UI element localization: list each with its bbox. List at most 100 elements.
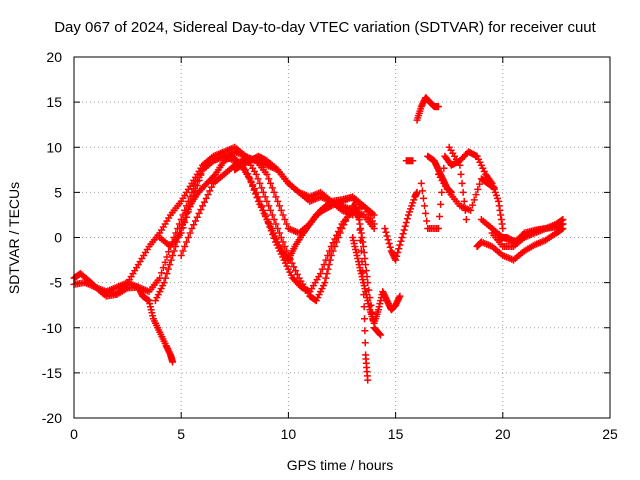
data-point xyxy=(166,261,174,269)
data-point xyxy=(397,237,405,245)
y-tick-label: 10 xyxy=(46,139,62,155)
data-point xyxy=(417,179,425,187)
data-point xyxy=(191,217,199,225)
data-point xyxy=(275,229,283,237)
data-point xyxy=(197,171,205,179)
data-point xyxy=(370,224,378,232)
x-tick-label: 25 xyxy=(602,426,618,442)
data-point xyxy=(277,234,285,241)
data-point xyxy=(472,191,480,199)
data-point xyxy=(252,190,260,198)
data-point xyxy=(267,227,275,235)
data-point xyxy=(384,236,392,244)
data-point xyxy=(461,206,469,214)
data-point xyxy=(161,258,169,266)
data-point xyxy=(186,203,194,211)
data-point xyxy=(437,200,445,208)
y-tick-label: -10 xyxy=(42,320,62,336)
data-point xyxy=(331,235,339,243)
y-tick-label: 15 xyxy=(46,94,62,110)
data-point xyxy=(398,234,406,241)
data-point xyxy=(396,292,404,300)
y-tick-label: 5 xyxy=(54,184,62,200)
data-point xyxy=(355,215,363,223)
data-point xyxy=(394,249,402,257)
data-point xyxy=(392,256,400,264)
data-point xyxy=(286,255,294,263)
data-point xyxy=(264,219,272,227)
data-point xyxy=(409,157,417,165)
data-point xyxy=(434,103,442,111)
data-point xyxy=(181,218,189,226)
data-point xyxy=(419,194,427,202)
y-tick-label: -5 xyxy=(50,275,63,291)
series-arc-15 xyxy=(445,143,470,223)
data-point xyxy=(329,239,337,247)
data-point xyxy=(252,170,260,178)
data-point xyxy=(193,182,201,190)
data-point xyxy=(190,192,198,200)
data-point xyxy=(247,179,255,187)
data-point xyxy=(190,221,198,229)
data-point xyxy=(266,223,274,231)
data-point xyxy=(263,170,271,178)
data-point xyxy=(323,270,331,278)
data-point xyxy=(395,245,403,253)
data-point xyxy=(281,215,289,223)
data-point xyxy=(436,212,444,220)
data-point xyxy=(184,208,192,216)
data-point xyxy=(290,263,298,271)
series-arc-7 xyxy=(231,152,378,232)
data-point xyxy=(283,247,291,255)
data-point xyxy=(334,227,342,235)
data-point xyxy=(167,256,175,264)
data-point xyxy=(188,224,196,232)
data-point xyxy=(270,215,278,223)
data-point xyxy=(288,259,296,267)
data-point xyxy=(269,230,277,238)
data-point xyxy=(440,164,448,172)
data-point xyxy=(457,170,465,178)
data-point xyxy=(204,191,212,199)
data-point xyxy=(158,269,166,277)
data-point xyxy=(434,224,442,232)
y-tick-label: 20 xyxy=(46,49,62,65)
data-point xyxy=(159,264,167,272)
data-point xyxy=(322,256,330,264)
data-point xyxy=(195,176,203,184)
data-point xyxy=(364,376,372,384)
data-point xyxy=(413,188,421,196)
data-point xyxy=(403,215,411,223)
grid-lines xyxy=(74,57,610,418)
data-point xyxy=(279,211,287,219)
data-point xyxy=(361,327,369,335)
data-point xyxy=(365,286,373,294)
x-tick-label: 0 xyxy=(70,426,78,442)
data-point xyxy=(268,184,276,192)
x-tick-label: 15 xyxy=(388,426,404,442)
data-point xyxy=(362,261,370,269)
data-point xyxy=(258,184,266,192)
x-tick-label: 20 xyxy=(495,426,511,442)
data-point xyxy=(460,197,468,205)
data-point xyxy=(333,231,341,239)
x-axis-label: GPS time / hours xyxy=(287,457,394,473)
data-point xyxy=(206,187,214,195)
data-point xyxy=(274,224,282,232)
data-point xyxy=(489,183,497,191)
data-point xyxy=(259,188,267,196)
data-point xyxy=(357,247,365,255)
data-point xyxy=(193,213,201,221)
data-point xyxy=(210,172,218,180)
data-point xyxy=(382,228,390,236)
data-point xyxy=(386,243,394,251)
data-point xyxy=(275,202,283,210)
data-point xyxy=(181,243,189,251)
data-point xyxy=(270,188,278,196)
series-arc-14 xyxy=(434,170,498,214)
data-point xyxy=(202,194,210,202)
series-arc-2 xyxy=(70,152,385,339)
data-point xyxy=(250,186,258,194)
data-point xyxy=(377,331,385,339)
